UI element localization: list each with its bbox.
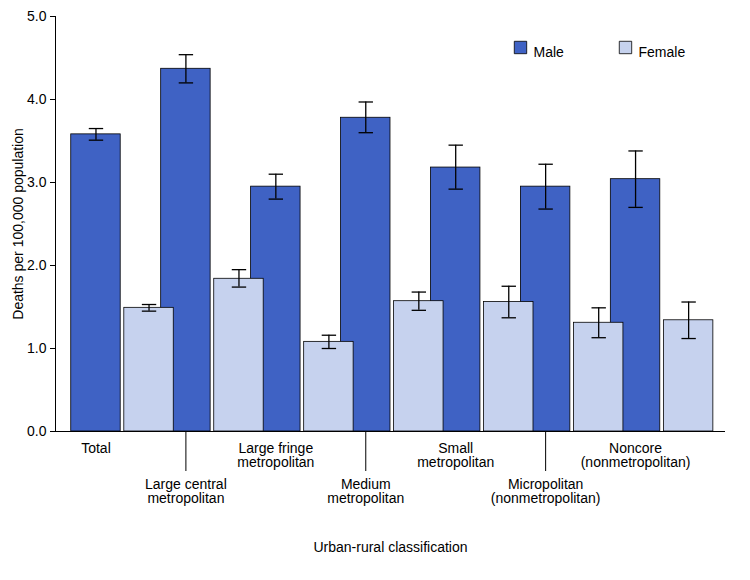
svg-text:3.0: 3.0 (27, 174, 47, 190)
svg-text:Male: Male (534, 44, 565, 60)
svg-text:1.0: 1.0 (27, 340, 47, 356)
svg-text:Smallmetropolitan: Smallmetropolitan (417, 440, 494, 470)
svg-text:Large centralmetropolitan: Large centralmetropolitan (145, 476, 227, 506)
svg-text:Mediummetropolitan: Mediummetropolitan (327, 476, 404, 506)
svg-text:Large fringemetropolitan: Large fringemetropolitan (237, 440, 314, 470)
svg-text:Female: Female (639, 44, 686, 60)
svg-text:Urban-rural classification: Urban-rural classification (313, 539, 467, 555)
svg-text:Micropolitan(nonmetropolitan): Micropolitan(nonmetropolitan) (491, 476, 601, 506)
svg-text:Deaths per 100,000 population: Deaths per 100,000 population (10, 128, 26, 319)
svg-text:Noncore(nonmetropolitan): Noncore(nonmetropolitan) (581, 440, 691, 470)
svg-text:0.0: 0.0 (27, 423, 47, 439)
svg-text:2.0: 2.0 (27, 257, 47, 273)
svg-text:Total: Total (81, 440, 111, 456)
svg-text:5.0: 5.0 (27, 8, 47, 24)
svg-text:4.0: 4.0 (27, 91, 47, 107)
